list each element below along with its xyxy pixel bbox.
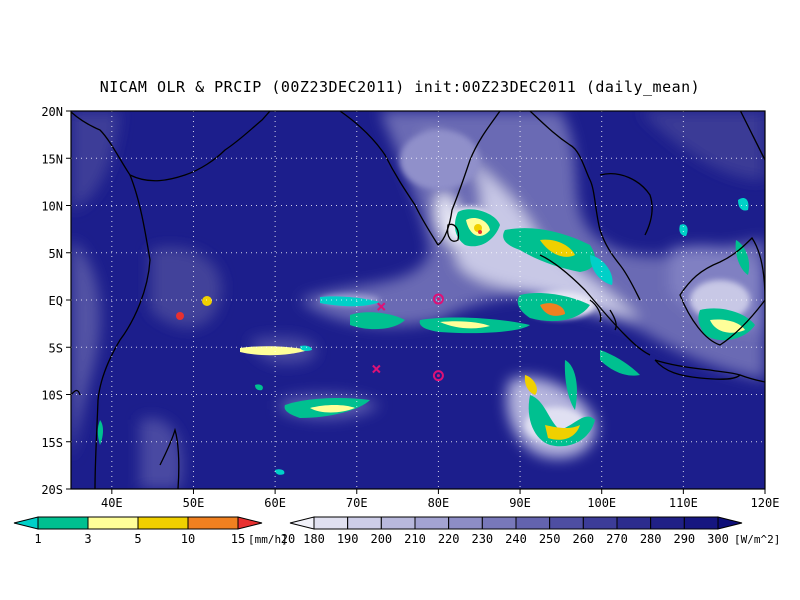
coastline-philippines (739, 111, 765, 161)
precip-swatch (87, 516, 139, 530)
olr-label: 210 (404, 532, 426, 546)
olr-label: 280 (640, 532, 662, 546)
olr-label: 240 (505, 532, 527, 546)
x-marker-stroke (377, 302, 386, 311)
precip-swatch (137, 516, 189, 530)
coastline-mozambique (71, 389, 81, 396)
diamond-marker-center (436, 297, 440, 301)
lon-tick-label: 40E (101, 496, 123, 510)
precip-label: 5 (134, 532, 141, 546)
precip-label: 1 (34, 532, 41, 546)
longitude-axis: 40E 50E 60E 70E 80E 90E 100E 110E 120E (101, 489, 779, 510)
diamond-marker-center (436, 374, 440, 378)
olr-swatch (582, 516, 618, 530)
olr-swatch (549, 516, 584, 530)
map-field (71, 111, 765, 489)
x-marker (372, 364, 381, 374)
olr-label: 180 (303, 532, 325, 546)
coastline-islands (589, 299, 617, 331)
olr-label: 220 (438, 532, 460, 546)
lat-tick-label: 15S (41, 436, 63, 450)
lat-tick-label: 15N (41, 152, 63, 166)
olr-swatch (448, 516, 483, 530)
precip-low-arrow (13, 516, 39, 530)
lon-tick-label: 90E (509, 496, 531, 510)
olr-label: 230 (471, 532, 493, 546)
olr-label: 260 (572, 532, 594, 546)
lat-tick-label: 10N (41, 200, 63, 214)
lon-tick-label: 120E (751, 496, 780, 510)
olr-swatch (380, 516, 416, 530)
latitude-axis: 20N 15N 10N 5N EQ 5S 10S 15S 20S (41, 105, 71, 497)
olr-label: 250 (539, 532, 561, 546)
lon-tick-label: 100E (587, 496, 616, 510)
coastlines (71, 111, 765, 489)
olr-high-arrow (717, 516, 743, 530)
graticule (71, 111, 765, 489)
olr-low-arrow (289, 516, 315, 530)
diamond-marker (432, 293, 444, 305)
olr-swatch (347, 516, 382, 530)
precip-label: 15 (231, 532, 245, 546)
coastline-indochina (599, 173, 653, 236)
olr-label: 200 (370, 532, 392, 546)
olr-label: 300 (707, 532, 729, 546)
precip-swatch (37, 516, 89, 530)
x-marker-stroke (372, 364, 381, 374)
lat-tick-label: 20S (41, 483, 63, 497)
lon-tick-label: 80E (428, 496, 450, 510)
lat-tick-label: 5N (49, 247, 63, 261)
coastline-borneo (679, 236, 765, 346)
olr-units: [W/m^2] (734, 533, 780, 546)
olr-swatch (481, 516, 517, 530)
lon-tick-label: 50E (183, 496, 205, 510)
lat-tick-label: EQ (49, 294, 63, 308)
diamond-marker (432, 370, 444, 382)
precip-label: 20 (281, 532, 295, 546)
olr-swatch (414, 516, 450, 530)
coastline-madagascar (159, 427, 180, 489)
precip-label: 10 (181, 532, 195, 546)
x-marker (377, 302, 386, 311)
coastline-india-east (437, 111, 501, 246)
storm-markers (372, 293, 444, 382)
precip-label: 3 (84, 532, 91, 546)
olr-label: 190 (337, 532, 359, 546)
precip-units: [mm/h] (248, 533, 288, 546)
olr-swatch (313, 516, 349, 530)
olr-label: 270 (606, 532, 628, 546)
coastline-lesser-sunda (739, 374, 765, 383)
lat-tick-label: 5S (49, 341, 63, 355)
olr-colorbar: 180 190 200 210 220 230 240 250 260 270 280 290 300 [… (289, 516, 780, 546)
lon-tick-label: 110E (669, 496, 698, 510)
olr-swatch (616, 516, 652, 530)
lon-tick-label: 70E (346, 496, 368, 510)
precip-colorbar: 1 3 5 10 15 20[mm/h] (13, 516, 295, 546)
coastline-sri-lanka (446, 223, 460, 242)
map-title: NICAM OLR & PRCIP (00Z23DEC2011) init:00… (99, 78, 701, 96)
coastline-india-west (339, 111, 439, 246)
coastline-sumatra (539, 254, 651, 356)
lon-tick-label: 60E (264, 496, 286, 510)
lat-tick-label: 20N (41, 105, 63, 119)
coastline-arabia-somalia (71, 111, 271, 182)
olr-swatch (515, 516, 551, 530)
olr-swatch (683, 516, 719, 530)
olr-swatch (650, 516, 685, 530)
coastline-east-africa (94, 174, 151, 489)
precip-high-arrow (237, 516, 263, 530)
coastline-myanmar-malaya (529, 111, 641, 301)
olr-label: 290 (673, 532, 695, 546)
precip-swatch (187, 516, 239, 530)
lat-tick-label: 10S (41, 389, 63, 403)
